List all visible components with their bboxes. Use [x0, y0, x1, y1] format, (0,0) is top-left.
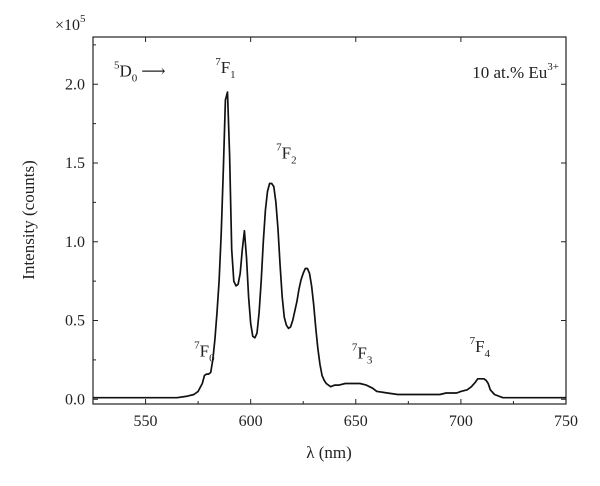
annotation-superscript: 7	[470, 335, 476, 347]
annotation-superscript: 5	[114, 59, 120, 71]
y-axis-title: Intensity (counts)	[19, 160, 38, 279]
y-multiplier-base: ×10	[55, 17, 80, 34]
annotation-d0: 5D0 ⟶	[114, 59, 166, 84]
annotation-f1: 7F1	[215, 56, 235, 81]
annotation-base: F	[357, 343, 366, 362]
x-tick-label: 650	[344, 413, 368, 430]
annotation-f4: 7F4	[470, 335, 491, 360]
annotation-superscript: 7	[352, 341, 358, 353]
y-multiplier-exponent: 5	[80, 13, 86, 25]
annotation-subscript: 2	[291, 154, 297, 166]
x-tick-label: 550	[134, 413, 158, 430]
x-tick-label: 600	[239, 413, 263, 430]
y-tick-label: 1.0	[65, 234, 85, 251]
y-multiplier: ×105	[55, 13, 86, 34]
inset-label: 10 at.% Eu3+	[472, 61, 559, 82]
annotation-f3: 7F3	[352, 341, 373, 366]
y-tick-label: 2.0	[65, 76, 85, 93]
annotation-base: D	[120, 61, 132, 80]
y-tick-label: 1.5	[65, 155, 85, 172]
annotation-subscript: 3	[367, 354, 373, 366]
annotation-subscript: 0	[132, 72, 138, 84]
annotation-subscript: 4	[485, 348, 491, 360]
x-tick-label: 750	[554, 413, 578, 430]
spectrum-line	[93, 91, 566, 399]
x-ticks: 550 600 650 700 750	[92, 37, 578, 430]
annotation-subscript: 1	[230, 69, 236, 81]
annotation-base: F	[475, 337, 484, 356]
y-tick-label: 0.0	[65, 391, 85, 408]
x-tick-label: 700	[449, 413, 473, 430]
plot-frame	[92, 36, 567, 405]
annotation-superscript: 7	[276, 141, 282, 153]
annotation-f0: 7F0	[194, 340, 215, 365]
annotation-subscript: 0	[209, 353, 215, 365]
annotation-base: F	[221, 58, 230, 77]
inset-label-text: 10 at.% Eu	[472, 63, 548, 82]
annotation-base: F	[282, 143, 291, 162]
annotation-arrow: ⟶	[141, 61, 165, 80]
inset-label-superscript: 3+	[547, 61, 559, 73]
x-axis-title: λ (nm)	[306, 443, 352, 462]
annotation-superscript: 7	[215, 56, 221, 68]
y-tick-label: 0.5	[65, 313, 85, 330]
annotation-base: F	[200, 342, 209, 361]
annotation-superscript: 7	[194, 340, 200, 352]
plot-area: 550 600 650 700 750 0.00.51.01.52.0 5D0 ⟶7F07…	[65, 36, 578, 430]
y-ticks: 0.0 0.5 1.0 1.5 2.0	[65, 44, 566, 408]
annotation-f2: 7F2	[276, 141, 296, 166]
